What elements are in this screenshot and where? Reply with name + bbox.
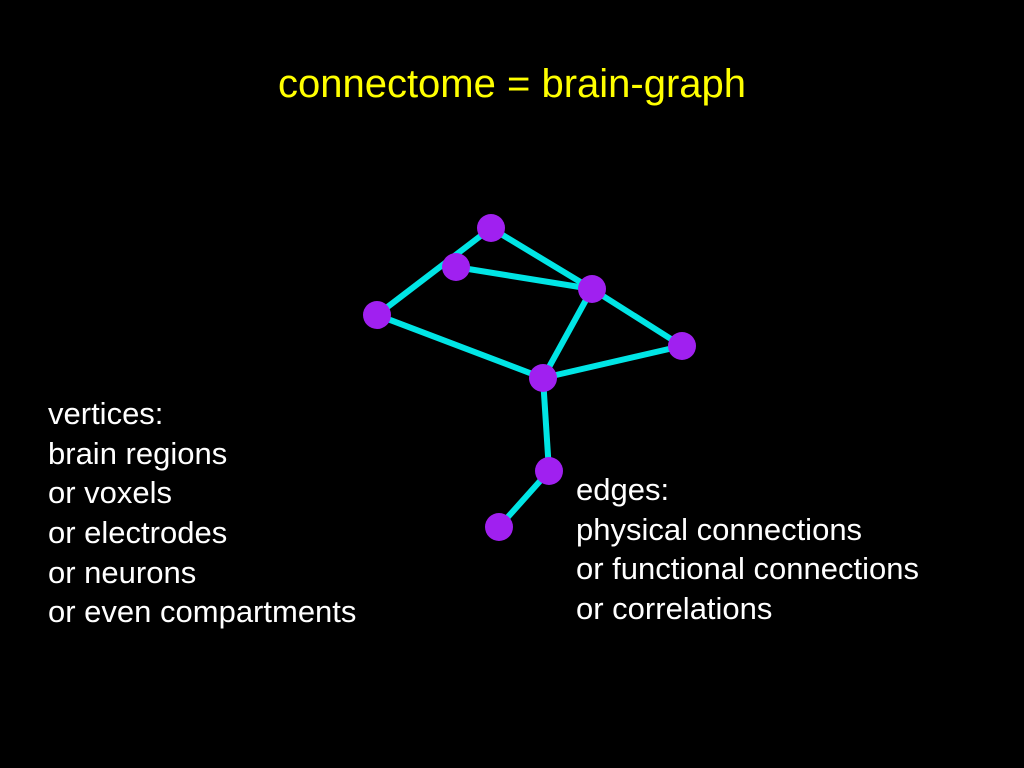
graph-node [485,513,513,541]
graph-edge [456,267,592,289]
graph-edge [377,228,491,315]
graph-edge [543,378,549,471]
graph-edge [491,228,592,289]
vertices-description: vertices: brain regions or voxels or ele… [48,394,356,632]
graph-edge [499,471,549,527]
slide-stage: connectome = brain-graph vertices: brain… [0,0,1024,768]
graph-node [668,332,696,360]
graph-edge [377,315,543,378]
graph-edge [592,289,682,346]
graph-edge [543,346,682,378]
slide-title: connectome = brain-graph [0,62,1024,107]
graph-node [578,275,606,303]
graph-node [363,301,391,329]
graph-node [529,364,557,392]
graph-edge [543,289,592,378]
edges-description: edges: physical connections or functiona… [576,470,919,629]
graph-node [535,457,563,485]
graph-node [477,214,505,242]
connectome-graph [0,0,1024,768]
graph-node [442,253,470,281]
